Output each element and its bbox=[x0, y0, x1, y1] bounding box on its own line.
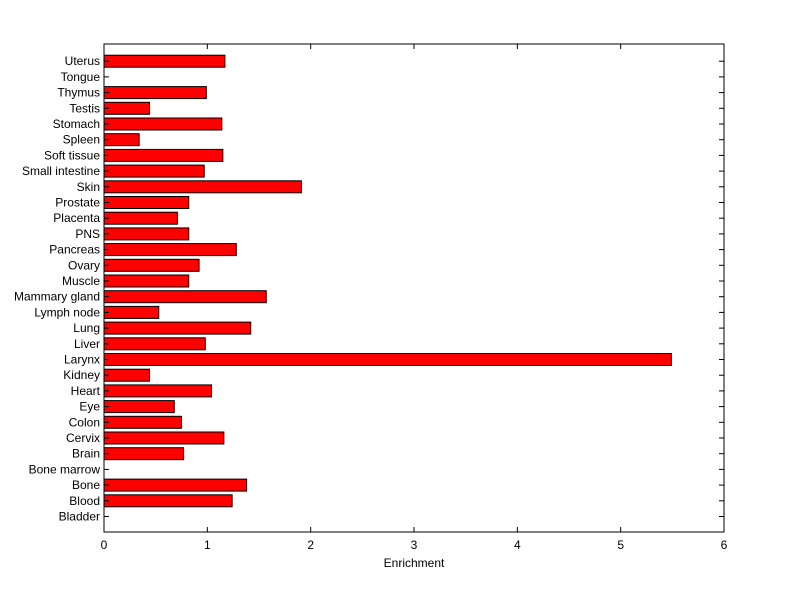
x-tick-label-2: 2 bbox=[307, 538, 314, 552]
bar-skin bbox=[103, 180, 302, 194]
y-tick-label-larynx: Larynx bbox=[64, 353, 100, 367]
x-axis-title: Enrichment bbox=[384, 556, 445, 570]
y-tick-label-lymph-node: Lymph node bbox=[34, 305, 100, 319]
bar-ovary bbox=[103, 258, 200, 272]
y-tick-label-bladder: Bladder bbox=[59, 510, 100, 524]
y-tick-label-testis: Testis bbox=[69, 101, 100, 115]
bar-prostate bbox=[103, 196, 190, 209]
y-tick-label-muscle: Muscle bbox=[62, 274, 100, 288]
bar-larynx bbox=[103, 353, 672, 366]
y-tick-label-colon: Colon bbox=[69, 415, 100, 429]
y-tick-label-liver: Liver bbox=[74, 337, 100, 351]
y-tick-label-lung: Lung bbox=[73, 321, 100, 335]
bar-soft-tissue bbox=[103, 148, 224, 162]
y-tick-label-small-intestine: Small intestine bbox=[22, 164, 100, 178]
bar-bone bbox=[103, 478, 248, 492]
bar-brain bbox=[103, 447, 185, 461]
bar-spleen bbox=[103, 133, 140, 147]
y-tick-label-bone: Bone bbox=[72, 478, 100, 492]
y-tick-label-blood: Blood bbox=[69, 494, 100, 508]
bar-colon bbox=[103, 415, 182, 429]
bar-mammary-gland bbox=[103, 290, 267, 304]
bar-cervix bbox=[103, 431, 225, 445]
x-tick-label-3: 3 bbox=[411, 538, 418, 552]
bar-heart bbox=[103, 384, 212, 398]
bar-small-intestine bbox=[103, 164, 205, 178]
bar-lung bbox=[103, 321, 252, 335]
bar-muscle bbox=[103, 274, 190, 288]
x-tick-label-5: 5 bbox=[617, 538, 624, 552]
bar-thymus bbox=[103, 86, 207, 100]
bar-pancreas bbox=[103, 243, 237, 257]
plot-area-frame bbox=[103, 43, 725, 533]
bar-testis bbox=[103, 101, 150, 115]
bar-eye bbox=[103, 400, 175, 414]
bar-pns bbox=[103, 227, 190, 241]
y-tick-label-prostate: Prostate bbox=[55, 196, 100, 210]
bar-uterus bbox=[103, 54, 226, 68]
x-tick-label-6: 6 bbox=[721, 538, 728, 552]
y-tick-label-cervix: Cervix bbox=[66, 431, 100, 445]
bar-lymph-node bbox=[103, 305, 160, 319]
y-tick-label-brain: Brain bbox=[72, 447, 100, 461]
y-tick-label-placenta: Placenta bbox=[53, 211, 100, 225]
x-axis-ticks: 0 1 2 3 4 5 6 bbox=[101, 44, 728, 552]
x-tick-label-1: 1 bbox=[204, 538, 211, 552]
y-tick-label-stomach: Stomach bbox=[53, 117, 100, 131]
y-tick-label-skin: Skin bbox=[77, 180, 100, 194]
y-tick-label-eye: Eye bbox=[79, 400, 100, 414]
bar-kidney bbox=[103, 368, 150, 382]
bar-stomach bbox=[103, 117, 223, 131]
y-tick-label-tongue: Tongue bbox=[61, 70, 101, 84]
bar-liver bbox=[103, 337, 206, 351]
y-tick-label-pns: PNS bbox=[75, 227, 100, 241]
x-tick-label-4: 4 bbox=[514, 538, 521, 552]
x-tick-label-0: 0 bbox=[101, 538, 108, 552]
y-tick-label-bone-marrow: Bone marrow bbox=[29, 462, 101, 476]
y-tick-label-heart: Heart bbox=[71, 384, 101, 398]
y-tick-label-thymus: Thymus bbox=[57, 86, 100, 100]
y-tick-label-mammary-gland: Mammary gland bbox=[14, 290, 100, 304]
y-tick-label-soft-tissue: Soft tissue bbox=[44, 148, 100, 162]
bar-placenta bbox=[103, 211, 178, 225]
y-tick-label-ovary: Ovary bbox=[68, 258, 100, 272]
bar-blood bbox=[103, 494, 233, 508]
y-tick-label-uterus: Uterus bbox=[65, 54, 100, 68]
y-tick-label-kidney: Kidney bbox=[63, 368, 100, 382]
y-tick-label-spleen: Spleen bbox=[63, 133, 100, 147]
y-tick-label-pancreas: Pancreas bbox=[49, 243, 100, 257]
